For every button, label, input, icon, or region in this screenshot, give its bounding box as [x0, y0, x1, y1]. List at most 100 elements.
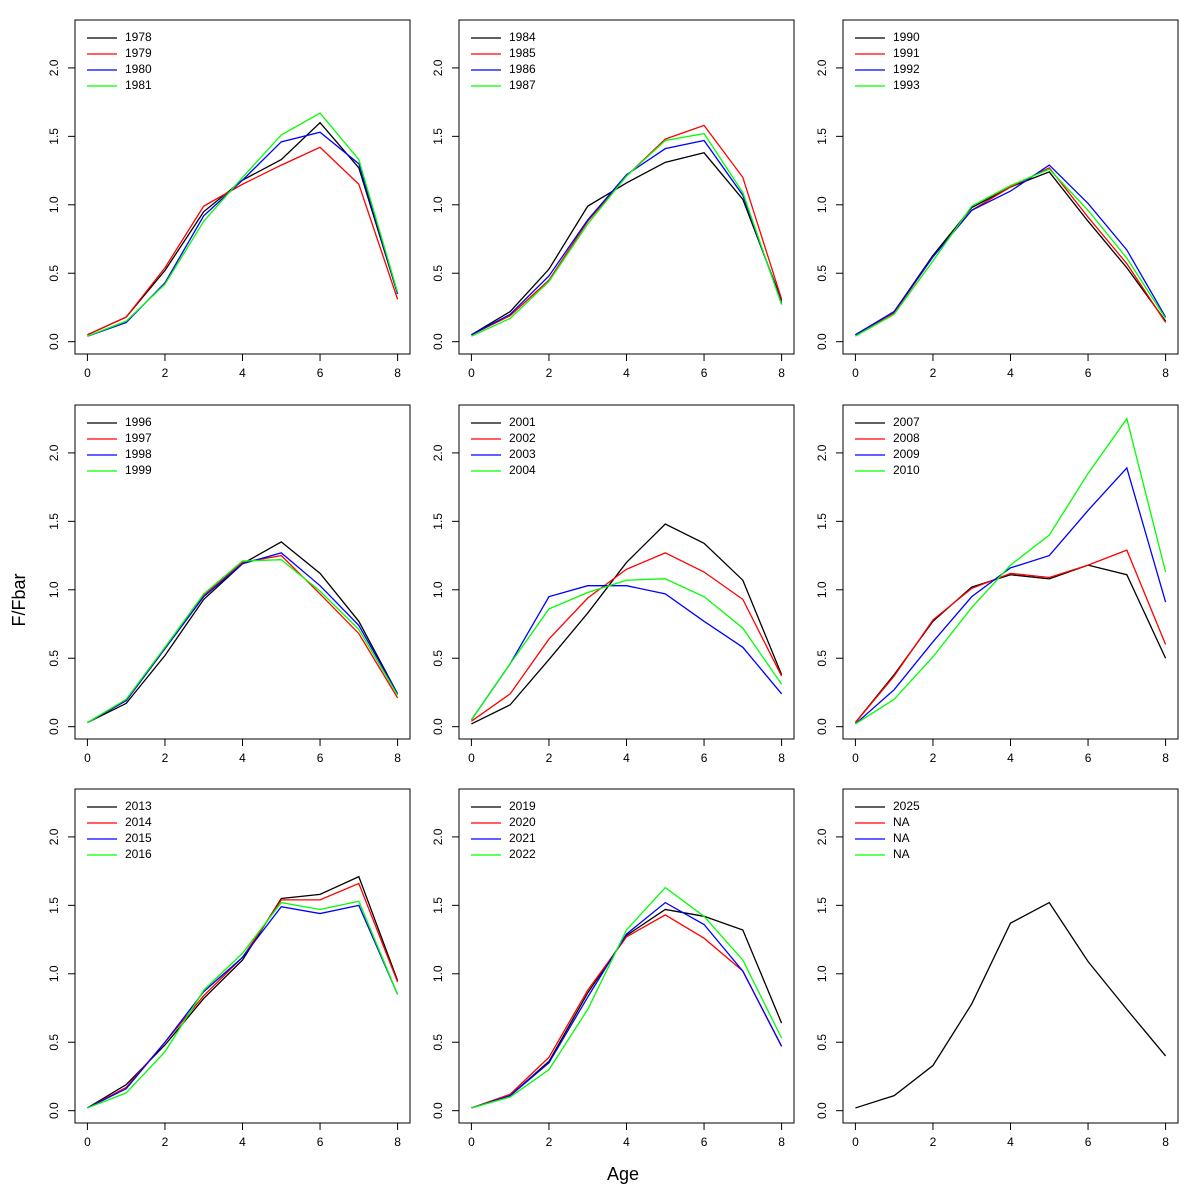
- legend-label: 2016: [125, 847, 152, 861]
- series-line: [471, 901, 783, 1109]
- series-line: [471, 139, 783, 336]
- x-tick-label: 8: [1162, 366, 1169, 380]
- x-tick-label: 8: [778, 1135, 785, 1149]
- series-line: [471, 152, 783, 336]
- legend-label: 1986: [509, 62, 536, 76]
- x-tick-label: 4: [239, 366, 246, 380]
- x-tick-label: 0: [84, 751, 91, 765]
- y-tick-label: 0.0: [47, 1102, 61, 1119]
- legend-label: 1978: [125, 30, 152, 44]
- legend-label: 2007: [893, 415, 920, 429]
- legend-label: 2019: [509, 799, 536, 813]
- x-tick-label: 2: [162, 366, 169, 380]
- y-tick-label: 0.5: [431, 650, 445, 667]
- legend-label: NA: [893, 815, 910, 829]
- x-tick-label: 0: [468, 366, 475, 380]
- series-line: [471, 132, 783, 337]
- x-tick-label: 0: [468, 751, 475, 765]
- legend-label: 1979: [125, 46, 152, 60]
- legend-label: 2014: [125, 815, 152, 829]
- legend-label: 2002: [509, 431, 536, 445]
- series-line: [854, 549, 1167, 723]
- y-tick-label: 0.0: [431, 333, 445, 350]
- y-tick-label: 1.0: [47, 196, 61, 213]
- legend-label: 1996: [125, 415, 152, 429]
- x-tick-label: 4: [1007, 751, 1014, 765]
- legend-label: 1985: [509, 46, 536, 60]
- y-tick-label: 2.0: [815, 59, 829, 76]
- series-line: [471, 523, 783, 725]
- y-tick-label: 0.0: [815, 333, 829, 350]
- x-tick-label: 6: [1085, 1135, 1092, 1149]
- legend-label: 1997: [125, 431, 152, 445]
- x-tick-label: 0: [84, 366, 91, 380]
- legend-label: 2025: [893, 799, 920, 813]
- legend-label: 2021: [509, 831, 536, 845]
- y-tick-label: 2.0: [431, 828, 445, 845]
- x-tick-label: 8: [394, 1135, 401, 1149]
- x-tick-label: 2: [930, 366, 937, 380]
- legend-label: 2022: [509, 847, 536, 861]
- legend-label: 1993: [893, 78, 920, 92]
- y-tick-label: 1.5: [815, 897, 829, 914]
- y-tick-label: 1.5: [431, 128, 445, 145]
- legend-label: NA: [893, 847, 910, 861]
- y-tick-label: 0.0: [47, 718, 61, 735]
- y-tick-label: 2.0: [47, 59, 61, 76]
- x-tick-label: 6: [317, 366, 324, 380]
- y-tick-label: 1.0: [815, 581, 829, 598]
- y-tick-label: 1.0: [431, 196, 445, 213]
- series-line: [855, 417, 1167, 725]
- x-tick-label: 6: [701, 751, 708, 765]
- y-tick-label: 0.5: [815, 650, 829, 667]
- y-tick-label: 1.5: [47, 128, 61, 145]
- x-tick-label: 0: [84, 1135, 91, 1149]
- y-tick-label: 2.0: [431, 59, 445, 76]
- x-tick-label: 2: [546, 1135, 553, 1149]
- series-line: [470, 578, 783, 721]
- series-line: [87, 112, 399, 337]
- x-tick-label: 4: [623, 1135, 630, 1149]
- x-tick-label: 0: [468, 1135, 475, 1149]
- series-line: [470, 585, 783, 721]
- series-line: [854, 466, 1167, 725]
- series-line: [87, 552, 399, 724]
- x-tick-label: 2: [546, 751, 553, 765]
- series-line: [87, 146, 399, 336]
- legend-label: 2004: [509, 463, 536, 477]
- legend-label: 2009: [893, 447, 920, 461]
- x-tick-label: 8: [778, 751, 785, 765]
- y-tick-label: 1.0: [815, 965, 829, 982]
- y-tick-label: 1.5: [815, 128, 829, 145]
- legend-label: NA: [893, 831, 910, 845]
- x-tick-label: 8: [778, 366, 785, 380]
- legend-label: 2003: [509, 447, 536, 461]
- y-tick-label: 0.5: [815, 1034, 829, 1051]
- series-line: [87, 559, 399, 724]
- y-tick-label: 1.5: [431, 897, 445, 914]
- legend-label: 1987: [509, 78, 536, 92]
- x-tick-label: 4: [623, 366, 630, 380]
- series-line: [471, 552, 783, 722]
- x-tick-label: 4: [623, 751, 630, 765]
- y-tick-label: 0.0: [815, 1102, 829, 1119]
- x-tick-label: 6: [1085, 366, 1092, 380]
- y-tick-label: 2.0: [815, 828, 829, 845]
- legend-label: 2015: [125, 831, 152, 845]
- y-tick-label: 1.5: [431, 513, 445, 530]
- y-tick-label: 1.5: [47, 897, 61, 914]
- y-tick-label: 1.0: [431, 965, 445, 982]
- x-tick-label: 2: [162, 1135, 169, 1149]
- legend-label: 1981: [125, 78, 152, 92]
- y-tick-label: 0.0: [815, 718, 829, 735]
- legend-label: 2013: [125, 799, 152, 813]
- x-tick-label: 4: [239, 751, 246, 765]
- series-line: [855, 901, 1167, 1109]
- y-tick-label: 1.5: [47, 513, 61, 530]
- y-tick-label: 0.5: [815, 265, 829, 282]
- x-tick-label: 8: [1162, 751, 1169, 765]
- series-line: [855, 168, 1167, 337]
- legend-label: 1992: [893, 62, 920, 76]
- x-tick-label: 6: [701, 366, 708, 380]
